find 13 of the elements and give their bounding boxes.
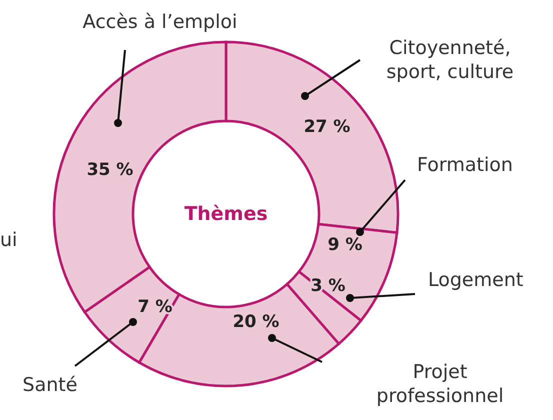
text: Thèmes <box>184 203 268 225</box>
slice-label: Logement <box>428 269 524 291</box>
slice-label: Formation <box>417 154 513 176</box>
data-label: 20 % <box>232 312 280 332</box>
data-label: 27 % <box>304 117 350 137</box>
slice-label: Accès à l’emploi <box>82 11 238 33</box>
data-label: 9 % <box>328 235 362 255</box>
slice-label: Citoyenneté, sport, culture <box>386 37 514 83</box>
slice-label: Projet professionnel <box>376 361 504 407</box>
text: ui <box>0 229 18 251</box>
slice-label: Santé <box>22 374 78 396</box>
data-label: 35 % <box>86 160 134 180</box>
data-label: 7 % <box>138 297 172 317</box>
